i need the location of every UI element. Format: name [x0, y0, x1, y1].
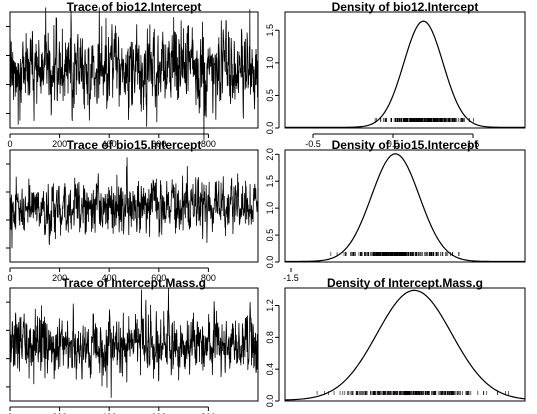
y-tick-label: 1.2 [265, 299, 275, 312]
y-tick-label: 0.0 [265, 122, 275, 135]
x-tick-label: 600 [151, 412, 166, 414]
density-curve [284, 289, 526, 401]
x-tick-label: -1.5 [283, 273, 299, 283]
x-tick-label: 400 [102, 139, 117, 149]
y-tick-label: 1.0 [265, 202, 275, 215]
chart-panel: Density of Intercept.Mass.g 0.0 0.4 0.8 1.2 [265, 276, 526, 408]
y-tick-label: 2.0 [265, 148, 275, 161]
x-tick-label: 1.5 [467, 139, 480, 149]
x-tick-label: 200 [52, 412, 67, 414]
plot-frame [284, 149, 526, 263]
x-tick-label: 800 [201, 139, 216, 149]
panel-title: Density of Intercept.Mass.g [327, 276, 483, 290]
rug-marks [374, 118, 474, 122]
density-curve [285, 153, 525, 263]
x-tick-label: 0.5 [387, 139, 400, 149]
y-tick-label: 0.8 [265, 331, 275, 344]
panel-title: Trace of bio12.Intercept [67, 0, 202, 14]
rug-marks [330, 252, 460, 256]
y-tick-label: 0.0 [265, 256, 275, 269]
panel-title: Trace of bio15.Intercept [67, 138, 202, 152]
x-tick-label: 600 [151, 139, 166, 149]
x-tick-label: -0.5 [305, 139, 321, 149]
density-curve [285, 20, 525, 128]
chart-panel: Trace of bio12.Intercept 0 200 400 600 800 [6, 0, 259, 149]
y-tick-label: 0.0 [265, 395, 275, 408]
trace-line [9, 157, 259, 249]
chart-panel: Density of bio12.Intercept -0.5 0.5 1.5 0.0 0… [265, 0, 526, 149]
chart-panel: Trace of Intercept.Mass.g 0 200 400 600 800 [6, 276, 259, 414]
x-tick-label: 400 [102, 412, 117, 414]
trace-line [9, 7, 259, 140]
rug-marks [316, 391, 510, 395]
y-tick-label: 1.0 [265, 57, 275, 70]
chart-panel: Trace of bio15.Intercept 0 200 400 600 800 [6, 138, 259, 283]
x-tick-label: 200 [52, 139, 67, 149]
x-tick-label: 800 [201, 273, 216, 283]
x-tick-label: 600 [151, 273, 166, 283]
chart-panel: Density of bio15.Intercept -1.5 0.0 0.5 1.0 1… [265, 138, 526, 283]
x-tick-label: 0 [7, 273, 12, 283]
x-tick-label: 0 [7, 412, 12, 414]
plot-frame [284, 287, 526, 402]
panel-title: Trace of Intercept.Mass.g [62, 276, 206, 290]
y-tick-label: 1.5 [265, 24, 275, 37]
panel-title: Density of bio12.Intercept [332, 0, 479, 14]
x-tick-label: 0 [7, 139, 12, 149]
trace-line [9, 288, 259, 398]
plot-frame [284, 11, 526, 129]
y-tick-label: 1.5 [265, 175, 275, 188]
x-tick-label: 400 [102, 273, 117, 283]
y-tick-label: 0.5 [265, 229, 275, 242]
y-tick-label: 0.4 [265, 363, 275, 376]
panel-title: Density of bio15.Intercept [332, 138, 479, 152]
x-tick-label: 200 [52, 273, 67, 283]
y-tick-label: 0.5 [265, 89, 275, 102]
x-tick-label: 800 [201, 412, 216, 414]
